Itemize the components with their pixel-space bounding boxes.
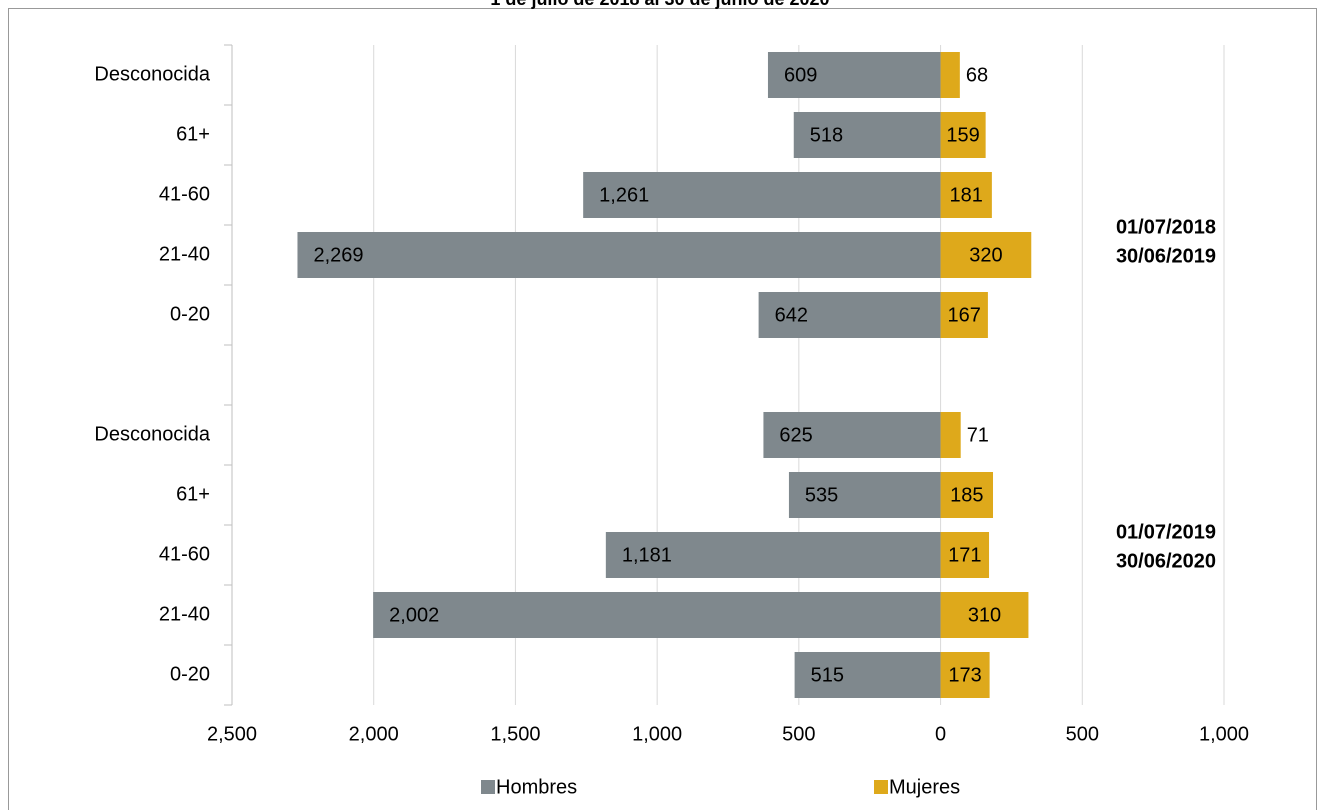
y-tick-label: 21-40 xyxy=(159,243,210,265)
data-label: 320 xyxy=(969,244,1002,266)
data-label: 625 xyxy=(779,424,812,446)
data-label: 2,269 xyxy=(313,244,363,266)
data-label: 1,261 xyxy=(599,184,649,206)
y-tick-label: 41-60 xyxy=(159,183,210,205)
data-label: 71 xyxy=(967,424,989,446)
x-tick-label: 500 xyxy=(782,723,815,745)
bar xyxy=(940,532,990,578)
chart-border xyxy=(8,8,1317,810)
y-tick-label: 61+ xyxy=(176,483,210,505)
data-label: 609 xyxy=(784,64,817,86)
data-label: 159 xyxy=(946,124,979,146)
y-tick-label: 61+ xyxy=(176,123,210,145)
x-tick-label: 2,000 xyxy=(349,723,399,745)
bar xyxy=(758,292,941,338)
data-label: 173 xyxy=(948,664,981,686)
bar xyxy=(373,592,941,638)
x-tick-label: 0 xyxy=(935,723,946,745)
bar xyxy=(940,112,986,158)
x-tick-label: 500 xyxy=(1066,723,1099,745)
data-label: 2,002 xyxy=(389,604,439,626)
y-tick-label: 0-20 xyxy=(170,663,210,685)
bar xyxy=(940,172,992,218)
bar xyxy=(767,52,941,98)
group-label: 01/07/2019 xyxy=(1116,521,1216,543)
group-label: 30/06/2019 xyxy=(1116,245,1216,267)
legend-label: Hombres xyxy=(496,776,577,798)
bar xyxy=(940,652,990,698)
chart-title: 1 de julio de 2018 al 30 de junio de 202… xyxy=(490,0,829,9)
data-label: 167 xyxy=(948,304,981,326)
bar xyxy=(940,412,961,458)
y-tick-label: Desconocida xyxy=(94,63,211,85)
bar xyxy=(940,472,994,518)
x-tick-label: 2,500 xyxy=(207,723,257,745)
data-label: 518 xyxy=(810,124,843,146)
data-label: 68 xyxy=(966,64,988,86)
bar xyxy=(940,232,1032,278)
group-label: 01/07/2018 xyxy=(1116,216,1216,238)
bar xyxy=(940,292,988,338)
data-label: 310 xyxy=(968,604,1001,626)
bar xyxy=(793,112,941,158)
legend-swatch xyxy=(481,780,495,794)
legend-swatch xyxy=(874,780,888,794)
data-label: 185 xyxy=(950,484,983,506)
data-label: 171 xyxy=(948,544,981,566)
x-tick-label: 1,500 xyxy=(490,723,540,745)
bar xyxy=(583,172,941,218)
bar xyxy=(940,592,1029,638)
x-tick-label: 1,000 xyxy=(632,723,682,745)
data-label: 642 xyxy=(775,304,808,326)
bar xyxy=(763,412,941,458)
data-label: 1,181 xyxy=(622,544,672,566)
y-tick-label: 21-40 xyxy=(159,603,210,625)
y-tick-label: 41-60 xyxy=(159,543,210,565)
data-label: 181 xyxy=(950,184,983,206)
group-label: 30/06/2020 xyxy=(1116,550,1216,572)
data-label: 535 xyxy=(805,484,838,506)
data-label: 515 xyxy=(811,664,844,686)
bar xyxy=(605,532,941,578)
y-tick-label: Desconocida xyxy=(94,423,211,445)
legend-label: Mujeres xyxy=(889,776,960,798)
bar xyxy=(794,652,941,698)
bar xyxy=(940,52,960,98)
y-tick-label: 0-20 xyxy=(170,303,210,325)
bar xyxy=(297,232,941,278)
bar xyxy=(788,472,941,518)
x-tick-label: 1,000 xyxy=(1199,723,1249,745)
